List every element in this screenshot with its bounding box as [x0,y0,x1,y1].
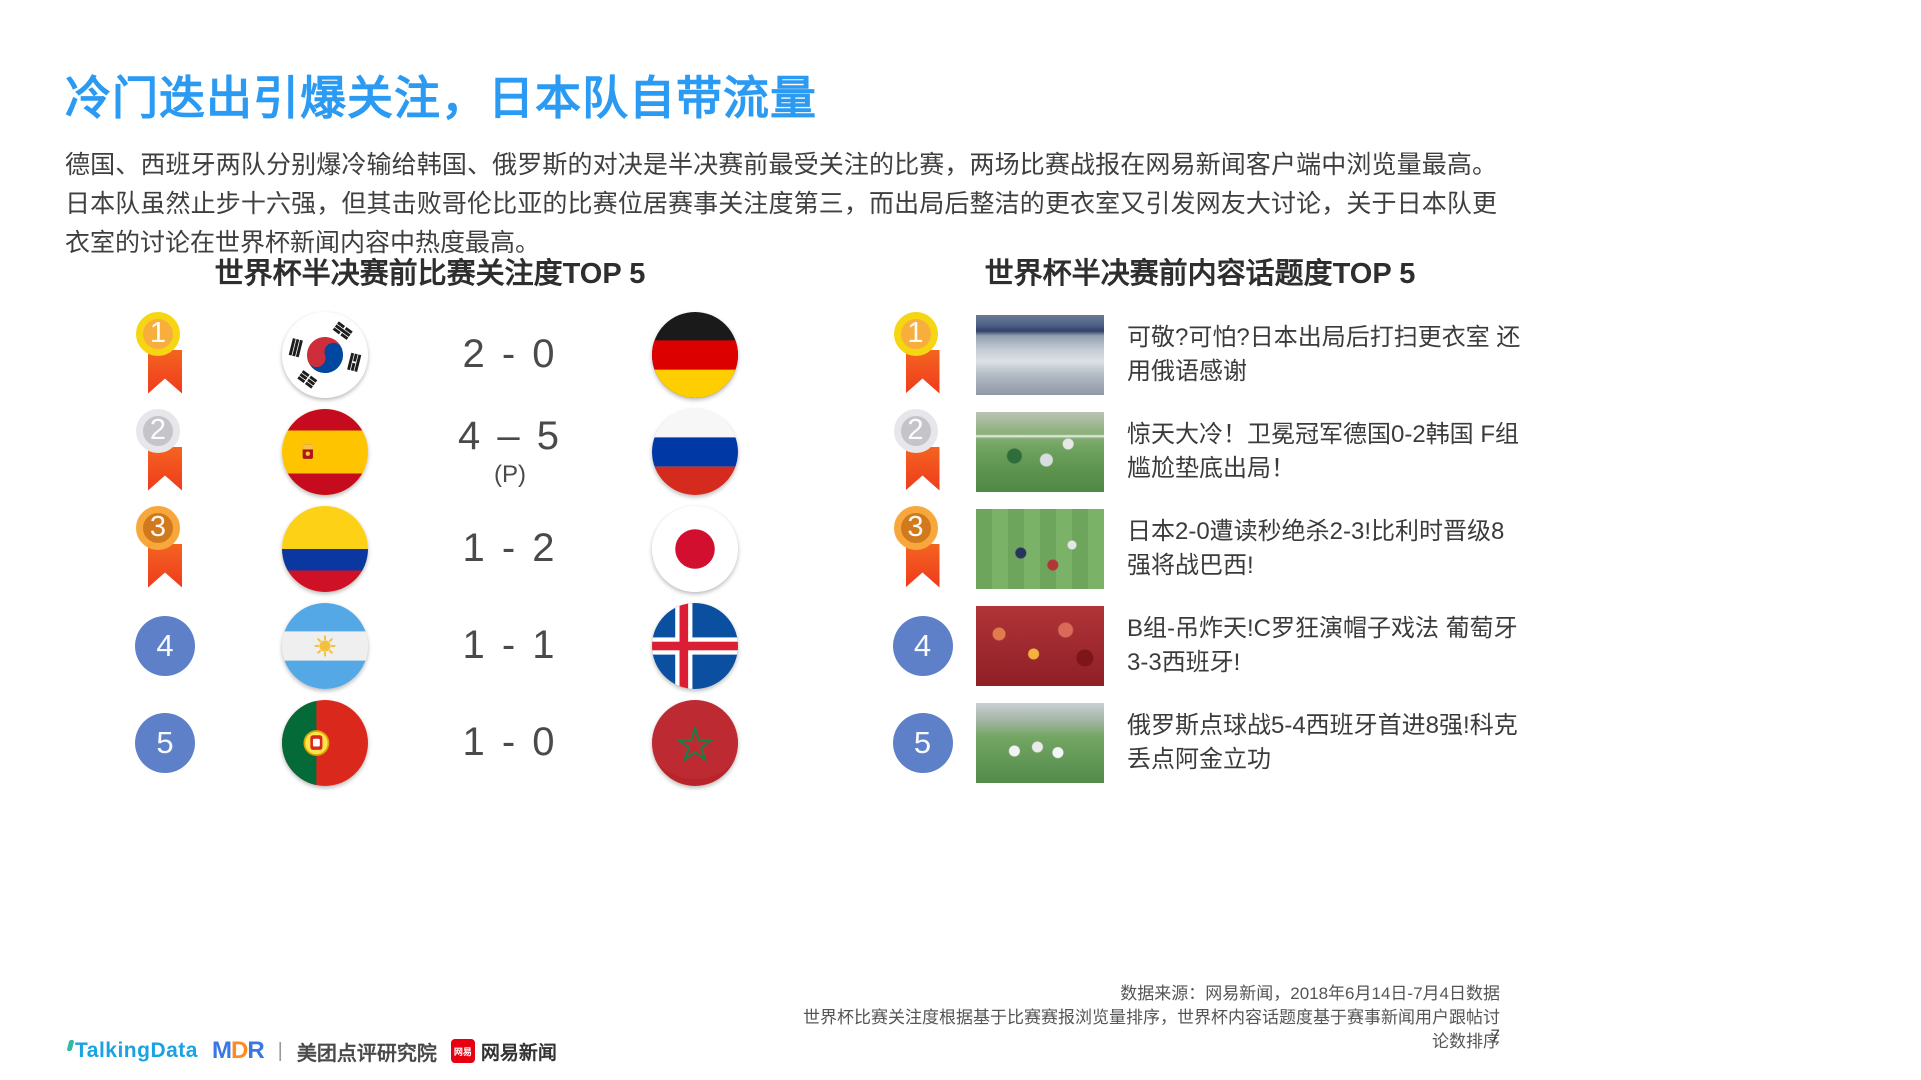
medal-ribbon-icon [148,446,182,491]
medal-ribbon-icon [905,543,940,588]
rank-number: 1 [136,311,180,356]
netease-news-wordmark: 网易新闻 [480,1042,557,1064]
meituan-research-wordmark: 美团点评研究院 [296,1042,437,1065]
match-ranking-list: 1 2 - 0 [60,306,800,791]
match-score: 4 – 5 (P) [458,414,562,489]
rank-number: 3 [893,505,938,550]
score-value: 1 - 1 [462,623,558,667]
news-headline: B组-吊炸天!C罗狂演帽子戏法 葡萄牙3-3西班牙! [1127,614,1518,676]
data-source-line2: 世界杯比赛关注度根据基于比赛赛报浏览量排序，世界杯内容话题度基于赛事新闻用户跟帖… [803,1008,1500,1051]
medal-ribbon-icon [148,543,182,588]
medal-ribbon-icon [148,349,182,394]
germany-flag-icon [652,311,738,398]
news-headline: 俄罗斯点球战5-4西班牙首进8强!科克丢点阿金立功 [1127,711,1518,773]
rank-number: 2 [136,408,180,453]
data-source-line1: 数据来源：网易新闻，2018年6月14日-7月4日数据 [1120,984,1500,1003]
news-photo-locker-room [976,314,1104,395]
news-photo-goal-action [976,411,1104,492]
rank-5-badge: 5 [135,712,195,773]
rank-2-medal-icon: 2 [136,408,194,495]
score-value: 1 - 0 [462,720,558,764]
argentina-flag-icon [282,602,368,689]
russia-flag-icon [652,408,738,495]
netease-news-logo: 网易 网易新闻 [450,1038,557,1065]
rank-3-medal-icon: 3 [893,505,952,592]
colombia-flag-icon [282,505,368,592]
score-value: 4 – 5 [458,414,562,458]
rank-3-medal-icon: 3 [136,505,194,592]
news-photo-pitch-overhead [976,508,1104,589]
topic-row: 2 惊天大冷！卫冕冠军德国0-2韩国 F组尴尬垫底出局！ [880,403,1525,500]
news-headline: 可敬?可怕?日本出局后打扫更衣室 还用俄语感谢 [1127,323,1521,385]
match-score: 1 - 2 [462,526,557,571]
news-photo-red-crowd [976,605,1104,686]
match-section-title: 世界杯半决赛前比赛关注度TOP 5 [214,258,646,290]
topic-ranking-list: 1 可敬?可怕?日本出局后打扫更衣室 还用俄语感谢 2 惊天大冷！卫冕冠军德国0… [880,306,1525,791]
japan-flag-icon [652,505,738,592]
topic-row: 3 日本2-0遭读秒绝杀2-3!比利时晋级8强将战巴西! [880,500,1525,597]
south-korea-flag-icon [282,311,368,398]
rank-5-badge: 5 [892,712,953,773]
talkingdata-tick-icon [66,1040,75,1051]
penalty-note: (P) [494,461,526,488]
logo-separator: | [277,1039,283,1062]
page-number: 7 [1490,1026,1500,1045]
match-row: 3 1 - 2 [100,500,800,597]
iceland-flag-icon [652,602,738,689]
score-value: 2 - 0 [462,332,558,376]
match-score: 1 - 0 [462,720,557,765]
score-value: 1 - 2 [462,526,558,570]
match-score: 1 - 1 [462,623,557,668]
match-row: 2 4 – 5 (P) [100,403,800,500]
morocco-flag-icon [652,699,738,786]
news-headline: 惊天大冷！卫冕冠军德国0-2韩国 F组尴尬垫底出局！ [1127,420,1520,482]
medal-ribbon-icon [905,349,940,394]
rank-number: 1 [893,311,938,356]
rank-number: 3 [136,505,180,550]
topic-row: 5 俄罗斯点球战5-4西班牙首进8强!科克丢点阿金立功 [880,694,1525,791]
news-headline: 日本2-0遭读秒绝杀2-3!比利时晋级8强将战巴西! [1127,517,1505,579]
portugal-flag-icon [282,699,368,786]
match-row: 1 2 - 0 [100,306,800,403]
rank-2-medal-icon: 2 [893,408,952,495]
match-row: 4 1 - 1 [100,597,800,694]
netease-app-icon: 网易 [450,1039,475,1063]
summary-paragraph: 德国、西班牙两队分别爆冷输给韩国、俄罗斯的对决是半决赛前最受关注的比赛，两场比赛… [65,151,1497,257]
topic-section-title: 世界杯半决赛前内容话题度TOP 5 [984,258,1416,290]
rank-4-badge: 4 [892,615,953,676]
footer-logos: TalkingData MDR | 美团点评研究院 网易 网易新闻 [66,1036,557,1066]
rank-number: 2 [893,408,938,453]
rank-4-badge: 4 [135,615,195,676]
mdr-logo: MDR [211,1037,265,1064]
talkingdata-logo: TalkingData [66,1039,198,1062]
page-title: 冷门迭出引爆关注，日本队自带流量 [65,72,817,124]
rank-1-medal-icon: 1 [136,311,194,398]
medal-ribbon-icon [905,446,940,491]
news-photo-celebration [976,702,1104,783]
topic-row: 1 可敬?可怕?日本出局后打扫更衣室 还用俄语感谢 [880,306,1525,403]
match-row: 5 1 - 0 [100,694,800,791]
spain-flag-icon [282,408,368,495]
topic-row: 4 B组-吊炸天!C罗狂演帽子戏法 葡萄牙3-3西班牙! [880,597,1525,694]
data-source-note: 数据来源：网易新闻，2018年6月14日-7月4日数据 世界杯比赛关注度根据基于… [800,982,1500,1054]
talkingdata-wordmark: TalkingData [75,1039,198,1062]
rank-1-medal-icon: 1 [893,311,952,398]
match-score: 2 - 0 [462,332,557,377]
